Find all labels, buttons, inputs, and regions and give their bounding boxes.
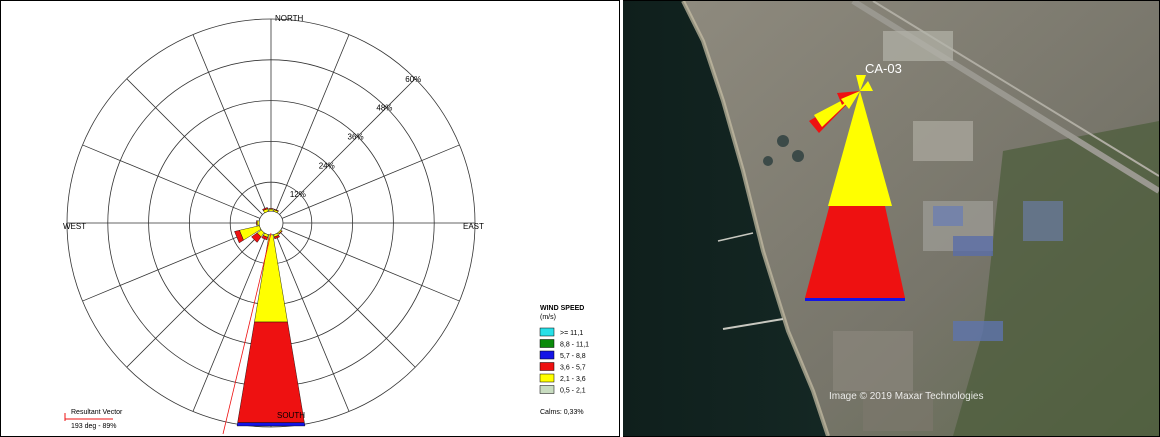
legend-swatch: [539, 385, 555, 394]
legend-swatch: [539, 339, 555, 348]
shoreline: [681, 1, 830, 436]
petal-180-bin3: [236, 422, 306, 427]
resultant-title: Resultant Vector: [71, 409, 123, 416]
petal-270-bin2: [256, 220, 258, 226]
legend-item-label: >= 11,1: [560, 330, 583, 337]
east-label: EAST: [463, 222, 484, 231]
calms-label: Calms: 0,33%: [540, 409, 584, 416]
legend-swatch: [539, 373, 555, 383]
petal-180-bin1: [254, 234, 288, 323]
petal-202.5-bin2: [261, 235, 268, 241]
spoke: [281, 227, 460, 302]
legend-unit: (m/s): [540, 314, 556, 321]
legend: WIND SPEED (m/s) >= 11,1 8,8 - 11,1 5,7 - …: [539, 305, 589, 416]
spoke: [126, 231, 263, 368]
petal-0-bin1: [268, 208, 274, 212]
satellite-map: CA-03 Image © 2019 Maxar Technologies: [623, 1, 1159, 436]
ring-label-48: 48%: [376, 104, 392, 113]
spoke: [275, 34, 350, 213]
legend-item-label: 3,6 - 5,7: [560, 365, 586, 372]
petal-270-bin1: [256, 220, 260, 226]
spoke: [126, 78, 263, 215]
resultant-vector-line: [222, 232, 272, 435]
imagery-attribution: Image © 2019 Maxar Technologies: [829, 391, 984, 402]
legend-title: WIND SPEED: [540, 305, 584, 312]
pier-1: [717, 232, 754, 242]
legend-item-label: 2,1 - 3,6: [560, 376, 586, 383]
ring-labels: 12% 24% 36% 48% 60%: [290, 75, 421, 199]
legend-swatch: [539, 362, 555, 371]
legend-item-label: 5,7 - 8,8: [560, 353, 586, 360]
rose-petals: [234, 207, 306, 427]
petal-135-bin2: [278, 230, 283, 235]
wind-rose-panel: 12% 24% 36% 48% 60% NORTH EAST SOUTH WEST WI…: [0, 0, 623, 437]
west-label: WEST: [63, 222, 86, 231]
north-label: NORTH: [275, 14, 304, 23]
petal-22.5-bin2: [273, 208, 279, 212]
ring-label-36: 36%: [348, 132, 364, 141]
petal-225-bin2: [251, 232, 262, 243]
legend-item-label: 0,5 - 2,1: [560, 388, 586, 395]
vegetation-area: [953, 121, 1159, 436]
petal-337.5-bin2: [262, 207, 268, 211]
legend-swatch: [539, 350, 555, 360]
ring-label-24: 24%: [319, 161, 335, 170]
legend-item-label: 8,8 - 11,1: [560, 342, 589, 349]
pier-2: [722, 318, 784, 330]
station-label: CA-03: [865, 61, 902, 76]
petal-0-bin2: [268, 208, 274, 210]
south-label: SOUTH: [277, 411, 305, 420]
ring-label-60: 60%: [405, 75, 421, 84]
spoke: [82, 144, 261, 219]
spoke: [82, 227, 261, 302]
spoke: [279, 231, 416, 368]
ring-label-12: 12%: [290, 190, 306, 199]
resultant-key: Resultant Vector 193 deg - 89%: [64, 409, 123, 430]
petal-157.5-bin2: [274, 234, 280, 240]
legend-swatch: [539, 327, 555, 337]
satellite-map-panel: CA-03 Image © 2019 Maxar Technologies: [623, 0, 1160, 437]
spoke: [275, 233, 350, 412]
spoke: [279, 78, 416, 215]
spoke: [281, 144, 460, 219]
wind-rose-chart: 12% 24% 36% 48% 60% NORTH EAST SOUTH WEST WI…: [63, 14, 589, 435]
petal-180-bin2: [237, 321, 305, 423]
spoke: [192, 34, 267, 213]
resultant-value: 193 deg - 89%: [71, 423, 117, 430]
spoke: [192, 233, 267, 412]
map-wind-rose-overlay: [805, 75, 905, 301]
petal-247.5-bin2: [234, 230, 244, 244]
